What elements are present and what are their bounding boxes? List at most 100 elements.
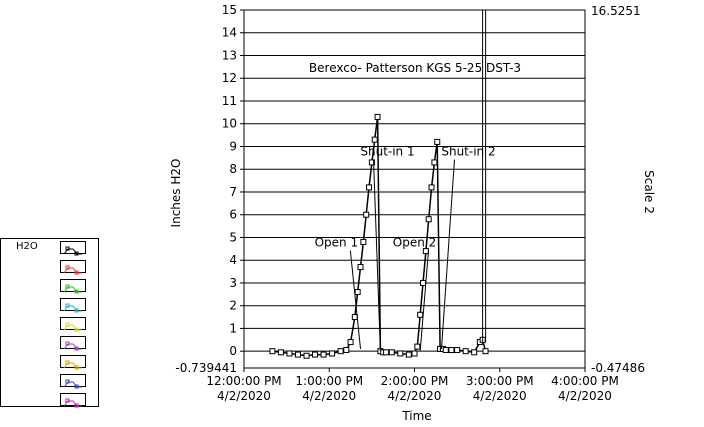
y-tick-label: 10 <box>222 117 237 131</box>
x-tick-date: 4/2/2020 <box>473 389 527 403</box>
y2-tick-bottom: -0.47486 <box>591 361 645 375</box>
y-tick-label: 0 <box>229 344 237 358</box>
data-point <box>442 347 449 354</box>
data-point <box>471 349 478 356</box>
chart-title: Berexco- Patterson KGS 5-25 DST-3 <box>309 61 521 75</box>
x-tick-date: 4/2/2020 <box>217 389 271 403</box>
y2-axis-label: Scale 2 <box>642 170 656 214</box>
data-point <box>388 349 395 356</box>
data-point <box>454 347 461 354</box>
y-tick-label-min: -0.739441 <box>175 361 237 375</box>
data-point <box>428 184 435 191</box>
legend-swatch[interactable] <box>60 298 86 313</box>
data-point <box>337 348 344 355</box>
x-tick-time: 12:00:00 PM <box>206 374 281 388</box>
y2-tick-top: 16.5251 <box>591 4 641 18</box>
data-point <box>303 352 310 359</box>
legend-swatch[interactable] <box>60 241 86 256</box>
data-point <box>360 239 367 246</box>
legend-plot-sample <box>63 246 82 256</box>
data-point <box>411 350 418 357</box>
legend-swatch[interactable] <box>60 279 86 294</box>
legend-plot-sample <box>63 322 82 332</box>
data-point <box>434 138 441 145</box>
series-h2o <box>269 10 489 359</box>
y-tick-label: 13 <box>222 48 237 62</box>
y-tick-label: 14 <box>222 26 237 40</box>
x-tick-time: 4:00:00 PM <box>551 374 619 388</box>
data-point <box>383 349 390 356</box>
data-point <box>371 136 378 143</box>
legend-swatch[interactable] <box>60 260 86 275</box>
data-point <box>343 347 350 354</box>
legend-swatch[interactable] <box>60 336 86 351</box>
y-tick-label: 9 <box>229 139 237 153</box>
annotations: Open 1 Shut-in 1 Open 2 Shut-in 2 <box>315 145 496 352</box>
data-point <box>286 350 293 357</box>
data-point <box>431 159 438 166</box>
data-point <box>277 349 284 356</box>
data-point <box>294 351 301 358</box>
legend-plot-sample <box>63 303 82 313</box>
legend-label-h2o: H2O <box>16 241 38 252</box>
legend-plot-sample <box>63 360 82 370</box>
legend: H2O <box>0 238 99 408</box>
data-point <box>420 279 427 286</box>
annotation-label: Shut-in 2 <box>441 145 495 159</box>
x-tick-date: 4/2/2020 <box>388 389 442 403</box>
annotation-label: Open 2 <box>393 236 437 250</box>
data-point <box>405 351 412 358</box>
y-tick-label: 2 <box>229 299 237 313</box>
data-point <box>482 348 489 355</box>
annotation-label: Open 1 <box>315 236 359 250</box>
data-point <box>312 351 319 358</box>
x-tick-time: 1:00:00 PM <box>295 374 363 388</box>
legend-plot-sample <box>63 265 82 275</box>
data-point <box>397 350 404 357</box>
y-tick-label: 12 <box>222 71 237 85</box>
annotation-label: Shut-in 1 <box>360 145 414 159</box>
data-point <box>448 347 455 354</box>
y-tick-label: 11 <box>222 94 237 108</box>
data-point <box>357 264 364 271</box>
x-axis-label: Time <box>401 409 431 423</box>
data-point <box>354 289 361 296</box>
data-point <box>347 339 354 346</box>
data-point <box>363 211 370 218</box>
x-tick-time: 3:00:00 PM <box>466 374 534 388</box>
annotation-arrow <box>440 159 455 349</box>
annotation-arrow <box>419 250 429 352</box>
legend-plot-sample <box>63 398 82 408</box>
legend-plot-sample <box>63 341 82 351</box>
y-tick-label: 6 <box>229 208 237 222</box>
legend-swatch[interactable] <box>60 317 86 332</box>
x-tick-date: 4/2/2020 <box>302 389 356 403</box>
legend-plot-sample <box>63 379 82 389</box>
data-point <box>368 159 375 166</box>
y-tick-label: 3 <box>229 276 237 290</box>
x-tick-date: 4/2/2020 <box>558 389 612 403</box>
data-point <box>320 351 327 358</box>
y-tick-label: 5 <box>229 230 237 244</box>
annotation-arrow <box>349 250 362 349</box>
legend-swatch[interactable] <box>60 393 86 408</box>
data-point <box>374 113 381 120</box>
data-point <box>462 348 469 355</box>
x-tick-time: 2:00:00 PM <box>381 374 449 388</box>
y-tick-label: 1 <box>229 321 237 335</box>
data-point <box>329 350 336 357</box>
y-axis-label: Inches H2O <box>169 159 183 228</box>
legend-swatch[interactable] <box>60 355 86 370</box>
data-point <box>366 184 373 191</box>
data-point <box>269 348 276 355</box>
data-point <box>414 343 421 350</box>
legend-plot-sample <box>63 284 82 294</box>
data-point <box>425 216 432 223</box>
y-tick-label: 7 <box>229 185 237 199</box>
annotation-arrow <box>373 159 381 352</box>
legend-swatch[interactable] <box>60 374 86 389</box>
plot-frame <box>243 9 586 369</box>
